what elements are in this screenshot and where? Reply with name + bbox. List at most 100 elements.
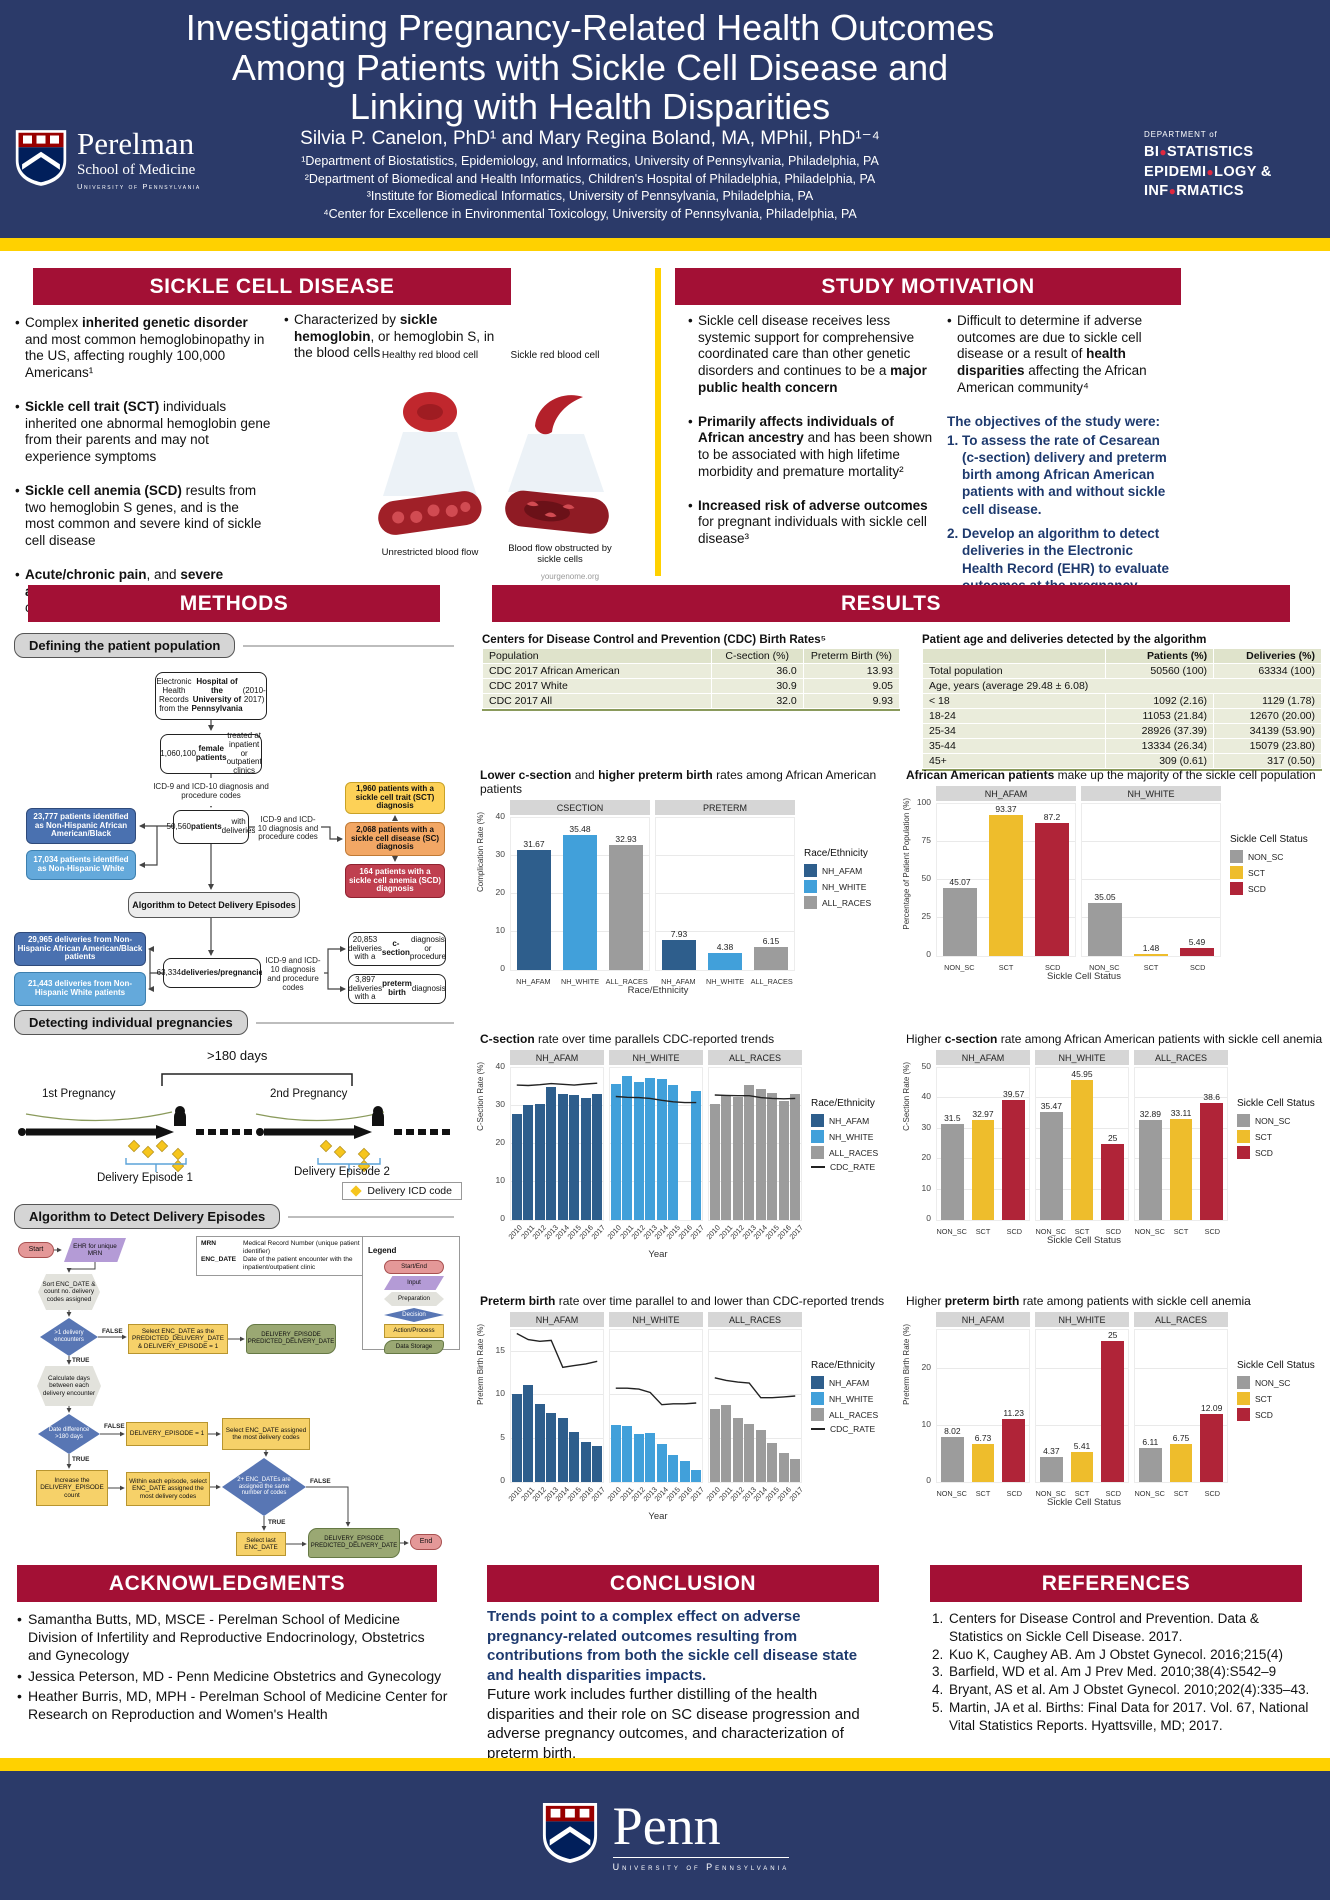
chart-legend: Race/Ethnicity NH_AFAM NH_WHITE ALL_RACES	[804, 848, 871, 912]
affiliations: ¹Department of Biostatistics, Epidemiolo…	[301, 154, 879, 221]
legend-item: CDC_RATE	[811, 1424, 878, 1434]
reference-item: 2. Kuo K, Caughey AB. Am J Obstet Gynecol…	[932, 1646, 1283, 1662]
facet-label: CSECTION	[510, 800, 650, 815]
bar-value: 35.48	[569, 824, 591, 835]
plot-area	[510, 1067, 604, 1221]
chart-facet: CSECTION 31.67 35.48 32.93 NH_AFAM NH_WHITE AL…	[510, 800, 650, 986]
bar	[744, 1085, 755, 1220]
facet-label: NH_AFAM	[510, 1312, 604, 1327]
title-line: Among Patients with Sickle Cell Disease …	[231, 46, 949, 88]
facet-label: NH_WHITE	[1081, 786, 1221, 801]
legend-item: SCD	[1237, 1408, 1315, 1421]
bar	[778, 1101, 789, 1220]
flow-node-white-deliveries: 21,443 deliveries from Non-Hispanic Whit…	[14, 972, 146, 1006]
bar-value: 45.95	[1071, 1069, 1093, 1080]
conclusion-main: Trends point to a complex effect on adve…	[487, 1608, 858, 1684]
algo-sort: Sort ENC_DATE & count no. delivery codes…	[38, 1274, 100, 1310]
objective-item: 1. To assess the rate of Cesarean (c-sect…	[947, 432, 1167, 517]
table-row: CDC 2017 African American 36.0 13.93	[483, 664, 899, 678]
y-axis-label: Preterm Birth Rate (%)	[902, 1324, 911, 1405]
bar	[1200, 1102, 1224, 1220]
flow-label-icd-codes: ICD-9 and ICD-10 diagnosis and procedure…	[255, 810, 321, 848]
chart-title: C-section rate over time parallels CDC-r…	[480, 1032, 775, 1046]
bar-value: 25	[1107, 1330, 1118, 1341]
dbei-logo: DEPARTMENT of BI●STATISTICS EPIDEMI●LOGY…	[1144, 130, 1314, 202]
bar	[546, 1087, 557, 1220]
legend-input: Input	[384, 1276, 444, 1290]
bar	[557, 1094, 568, 1220]
bar	[753, 946, 789, 970]
legend-swatch	[1237, 1392, 1250, 1405]
algo-action-6: Select last ENC_DATE	[236, 1532, 286, 1556]
x-tick-labels: NON_SC SCT SCD	[1134, 1489, 1221, 1498]
reference-item: 5. Martin, JA et al. Births: Final Data f…	[932, 1700, 1309, 1733]
legend-item: NON_SC	[1237, 1376, 1315, 1389]
bar	[668, 1455, 679, 1482]
bar-value: 45.07	[949, 876, 971, 887]
bar-value: 33.11	[1170, 1108, 1192, 1119]
chart-legend: Race/Ethnicity NH_AFAM NH_WHITE ALL_RACES CD…	[811, 1098, 878, 1175]
y-axis: 0 10 20 30 40	[495, 1061, 505, 1223]
dbei-line: BI●STATISTICS	[1144, 144, 1254, 160]
bar	[661, 939, 697, 970]
bar	[755, 1429, 766, 1482]
plot-area	[708, 1329, 802, 1483]
table-row: Total population 50560 (100) 63334 (100)	[923, 664, 1321, 678]
bar-value: 87.2	[1043, 812, 1061, 823]
bar	[523, 1384, 534, 1482]
dbei-line: INF●RMATICS	[1144, 183, 1244, 200]
bar	[633, 1434, 644, 1482]
bar	[580, 1098, 591, 1220]
chart-facet: ALL_RACES 2010 2011 2012 2013 2014 2015 2016 201…	[704, 1312, 805, 1510]
bar	[569, 1094, 580, 1220]
x-tick-labels: NON_SC SCT SCD	[1134, 1227, 1221, 1236]
facet-label: NH_WHITE	[1035, 1050, 1129, 1065]
bar	[691, 1469, 702, 1482]
legend-item: SCT	[1230, 866, 1308, 879]
x-tick-labels: NON_SC SCT SCD	[944, 963, 1061, 972]
flow-node-sct: 1,960 patients with a sickle cell trait …	[345, 782, 445, 814]
legend-item: NH_WHITE	[811, 1392, 878, 1405]
bar	[767, 1442, 778, 1482]
bar-value: 6.75	[1172, 1433, 1190, 1443]
references-list: 1. Centers for Disease Control and Preven…	[932, 1610, 1314, 1735]
algo-action-3: Select ENC_DATE assigned the most delive…	[222, 1418, 310, 1450]
figure-caption: Unrestricted blood flow	[381, 547, 479, 558]
motivation-bullets-left: Sickle cell disease receives less system…	[688, 313, 936, 565]
bar-value: 5.41	[1073, 1440, 1091, 1451]
legend-swatch	[804, 864, 817, 877]
bullet: Primarily affects individuals of African…	[688, 414, 936, 481]
bar	[656, 1443, 667, 1482]
bar-value: 31.67	[523, 838, 545, 849]
reference-item: 1. Centers for Disease Control and Preven…	[932, 1611, 1259, 1644]
conclusion-text: Trends point to a complex effect on adve…	[487, 1607, 885, 1763]
plot-area: 35.05 1.48 5.49	[1081, 803, 1221, 957]
legend-line-swatch	[811, 1428, 825, 1430]
legend-swatch	[1237, 1130, 1250, 1143]
bar	[580, 1442, 591, 1482]
bar	[645, 1078, 656, 1220]
plot-area: 7.93 4.38 6.15	[655, 817, 795, 971]
facet-label: NH_AFAM	[936, 786, 1076, 801]
legend-item: NH_AFAM	[811, 1376, 878, 1389]
plot-area: 8.02 6.73 11.23	[936, 1329, 1030, 1483]
legend-title: Race/Ethnicity	[811, 1360, 875, 1371]
legend-item: SCD	[1237, 1146, 1315, 1159]
sublabel-patient-population: Defining the patient population	[14, 633, 454, 658]
chart-csection-preterm-rates: Lower c-section and higher preterm birth…	[476, 768, 902, 996]
table-row: < 18 1092 (2.16) 1129 (1.78)	[923, 694, 1321, 708]
figure-label: Healthy red blood cell	[381, 350, 479, 361]
x-tick-labels: NH_AFAM NH_WHITE ALL_RACES	[516, 977, 648, 986]
bar	[732, 1096, 743, 1220]
figure-caption: Blood flow obstructed by sickle cells	[508, 543, 612, 565]
algo-action-5: Within each episode, select ENC_DATE ass…	[126, 1472, 210, 1506]
bar	[1101, 1341, 1125, 1482]
x-tick-labels: 2010 2011 2012 2013 2014 2015 2016 2017	[704, 1485, 805, 1504]
x-tick-labels: NON_SC SCT SCD	[1035, 1227, 1122, 1236]
bullet: Increased risk of adverse outcomes for p…	[688, 498, 936, 548]
penn-wordmark: Penn	[612, 1796, 721, 1856]
plot-area	[708, 1067, 802, 1221]
plot-area: 31.67 35.48 32.93	[510, 817, 650, 971]
bar	[534, 1104, 545, 1220]
